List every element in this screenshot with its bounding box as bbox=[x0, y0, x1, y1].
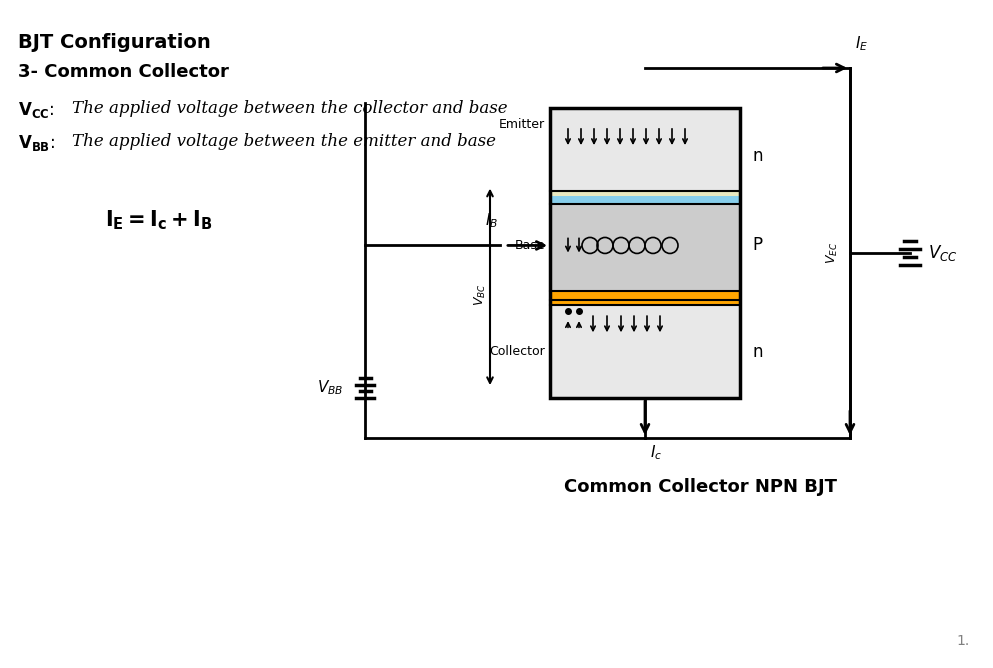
Text: Base: Base bbox=[514, 239, 545, 252]
Text: The applied voltage between the emitter and base: The applied voltage between the emitter … bbox=[72, 133, 496, 150]
Text: Emitter: Emitter bbox=[498, 118, 545, 131]
Bar bbox=[550, 190, 740, 300]
Text: $I_c$: $I_c$ bbox=[650, 443, 662, 462]
Text: 3- Common Collector: 3- Common Collector bbox=[18, 63, 228, 81]
Text: Common Collector NPN BJT: Common Collector NPN BJT bbox=[563, 478, 836, 496]
Text: $V_{BB}$: $V_{BB}$ bbox=[317, 379, 343, 397]
Text: n: n bbox=[752, 147, 763, 165]
Text: The applied voltage between the collector and base: The applied voltage between the collecto… bbox=[72, 100, 507, 117]
Text: $\mathbf{I_E = I_c + I_B}$: $\mathbf{I_E = I_c + I_B}$ bbox=[105, 208, 213, 232]
Text: $V_{BC}$: $V_{BC}$ bbox=[473, 283, 488, 306]
Bar bbox=[550, 190, 740, 196]
Text: $\mathbf{V_{BB}}$:: $\mathbf{V_{BB}}$: bbox=[18, 133, 57, 153]
Text: 1.: 1. bbox=[956, 634, 970, 648]
Text: BJT Configuration: BJT Configuration bbox=[18, 33, 211, 52]
Bar bbox=[550, 291, 740, 305]
Bar bbox=[550, 196, 740, 204]
Text: $I_E$: $I_E$ bbox=[855, 34, 868, 53]
Text: $V_{CC}$: $V_{CC}$ bbox=[928, 243, 957, 263]
Text: Collector: Collector bbox=[490, 345, 545, 358]
Text: $\mathbf{V_{CC}}$:: $\mathbf{V_{CC}}$: bbox=[18, 100, 57, 120]
Text: P: P bbox=[752, 236, 762, 255]
Bar bbox=[550, 108, 740, 204]
Text: n: n bbox=[752, 343, 763, 361]
Text: $V_{EC}$: $V_{EC}$ bbox=[824, 242, 839, 264]
Bar bbox=[550, 305, 740, 398]
Text: $I_B$: $I_B$ bbox=[486, 212, 498, 230]
